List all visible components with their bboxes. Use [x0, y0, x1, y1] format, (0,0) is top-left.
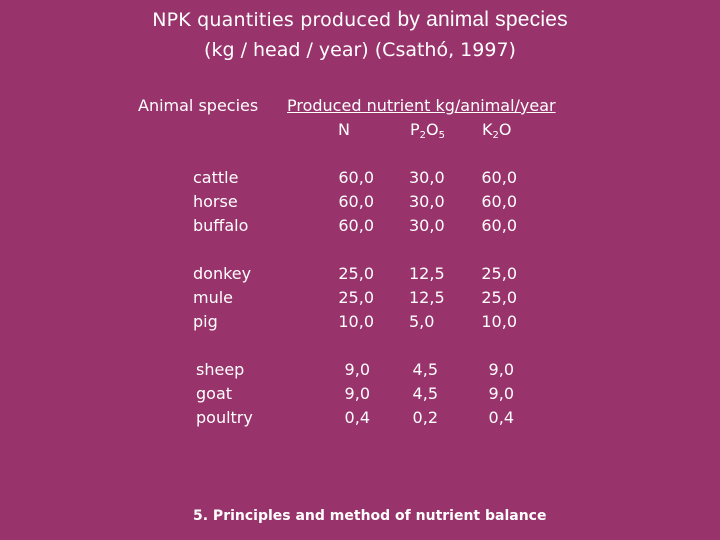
k-value: 60,0: [481, 168, 517, 187]
species-group-3: sheep goat poultry: [196, 358, 253, 430]
p-value: 12,5: [409, 288, 445, 307]
k-values-group-3: 9,0 9,0 0,4: [470, 358, 514, 430]
species-name: poultry: [196, 408, 253, 427]
k-value: 0,4: [488, 408, 514, 427]
k-value: 9,0: [488, 384, 514, 403]
n-value: 10,0: [338, 312, 374, 331]
column-header-p2o5: P2O5: [410, 120, 445, 141]
species-name: goat: [196, 384, 233, 403]
n-values-group-3: 9,0 9,0 0,4: [326, 358, 370, 430]
k-value: 10,0: [481, 312, 517, 331]
species-name: buffalo: [193, 216, 249, 235]
species-name: sheep: [196, 360, 245, 379]
n-value: 60,0: [338, 192, 374, 211]
k-values-group-1: 60,0 60,0 60,0: [473, 166, 517, 238]
p-value: 4,5: [412, 384, 438, 403]
k-value: 60,0: [481, 192, 517, 211]
column-header-n: N: [338, 120, 350, 139]
p-value: 4,5: [412, 360, 438, 379]
header-produced-nutrient: Produced nutrient kg/animal/year: [287, 96, 556, 115]
species-name: mule: [193, 288, 234, 307]
species-group-1: cattle horse buffalo: [193, 166, 248, 238]
k-value: 60,0: [481, 216, 517, 235]
n-value: 60,0: [338, 216, 374, 235]
k-value: 25,0: [481, 288, 517, 307]
slide-footer: 5. Principles and method of nutrient bal…: [193, 508, 547, 524]
p-value: 30,0: [409, 192, 445, 211]
n-value: 25,0: [338, 288, 374, 307]
n-value: 9,0: [344, 384, 370, 403]
p-values-group-3: 4,5 4,5 0,2: [398, 358, 438, 430]
n-value: 9,0: [344, 360, 370, 379]
species-name: donkey: [193, 264, 252, 283]
title-part-a: NPK quantities produced: [152, 9, 398, 31]
header-animal-species: Animal species: [138, 96, 259, 115]
n-value: 25,0: [338, 264, 374, 283]
p-value: 30,0: [409, 216, 445, 235]
n-value: 0,4: [344, 408, 370, 427]
p-value: 5,0: [409, 312, 435, 331]
n-values-group-1: 60,0 60,0 60,0: [330, 166, 374, 238]
species-group-2: donkey mule pig: [193, 262, 251, 334]
column-header-k2o: K2O: [482, 120, 512, 141]
slide-title-line1: NPK quantities produced by animal specie…: [0, 8, 720, 32]
n-values-group-2: 25,0 25,0 10,0: [330, 262, 374, 334]
k-value: 9,0: [488, 360, 514, 379]
species-name: horse: [193, 192, 238, 211]
p-values-group-1: 30,0 30,0 30,0: [409, 166, 445, 238]
k-values-group-2: 25,0 25,0 10,0: [473, 262, 517, 334]
species-name: pig: [193, 312, 218, 331]
slide-title-line2: (kg / head / year) (Csathó, 1997): [204, 39, 516, 61]
k-value: 25,0: [481, 264, 517, 283]
p-value: 12,5: [409, 264, 445, 283]
title-part-b: by animal species: [397, 8, 568, 31]
p-values-group-2: 12,5 12,5 5,0: [409, 262, 445, 334]
species-name: cattle: [193, 168, 239, 187]
p-value: 0,2: [412, 408, 438, 427]
p-value: 30,0: [409, 168, 445, 187]
n-value: 60,0: [338, 168, 374, 187]
